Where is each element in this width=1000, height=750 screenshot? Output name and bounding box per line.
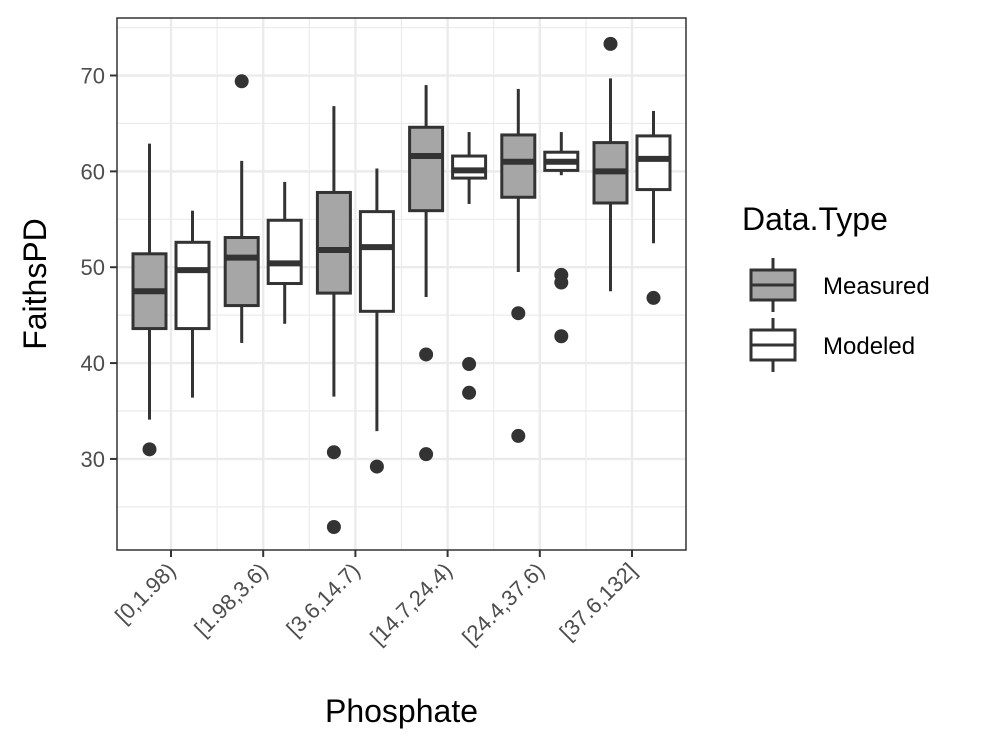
legend-item-measured: Measured (749, 258, 930, 312)
box-iqr (223, 236, 260, 308)
outlier-point (603, 36, 618, 51)
y-tick-label: 30 (81, 447, 105, 472)
x-tick-label: [14.7,24.4) (365, 558, 457, 650)
x-tick-label: [24.4,37.6) (457, 558, 549, 650)
box-series (131, 36, 672, 534)
box-measured-1 (223, 74, 260, 343)
y-tick-label: 50 (81, 255, 105, 280)
box-iqr (408, 125, 445, 213)
box-measured-3 (408, 85, 445, 462)
outlier-point (419, 447, 434, 462)
box-iqr (174, 240, 211, 331)
grid-lines (117, 18, 686, 550)
plot-panel-border (116, 17, 687, 551)
box-modeled-0 (174, 210, 211, 398)
box-measured-0 (131, 143, 168, 457)
x-tick-label: [1.98,3.6) (189, 558, 272, 641)
x-tick-label: [3.6,14.7) (282, 558, 365, 641)
outlier-point (369, 459, 384, 474)
x-axis-title: Phosphate (325, 693, 478, 729)
outlier-point (234, 74, 249, 89)
outlier-point (511, 428, 526, 443)
y-tick-label: 40 (81, 351, 105, 376)
x-tick-label: [0,1.98) (110, 558, 180, 628)
outlier-point (142, 442, 157, 457)
box-modeled-4 (543, 132, 580, 344)
legend-item-modeled: Modeled (749, 318, 915, 372)
legend-title: Data.Type (742, 201, 888, 237)
box-modeled-3 (451, 132, 488, 400)
box-iqr (315, 190, 352, 295)
box-iqr (266, 218, 303, 286)
box-iqr (358, 210, 395, 313)
outlier-point (554, 275, 569, 290)
outlier-point (462, 385, 477, 400)
box-modeled-5 (635, 110, 672, 305)
box-modeled-2 (358, 168, 395, 474)
outlier-point (326, 519, 341, 534)
box-measured-4 (500, 88, 537, 443)
box-measured-5 (592, 36, 629, 292)
outlier-point (554, 329, 569, 344)
box-modeled-1 (266, 181, 303, 324)
y-tick-label: 60 (81, 159, 105, 184)
legend: Data.Type Measured Modeled (742, 201, 930, 372)
box-iqr (635, 134, 672, 192)
outlier-point (511, 306, 526, 321)
legend-label: Measured (823, 273, 930, 300)
outlier-point (326, 445, 341, 460)
x-tick-label: [37.6,132] (555, 558, 642, 645)
y-axis-title: FaithsPD (17, 218, 53, 350)
y-tick-label: 70 (81, 64, 105, 89)
outlier-point (419, 347, 434, 362)
box-iqr (500, 133, 537, 199)
box-measured-2 (315, 106, 352, 534)
outlier-point (646, 290, 661, 305)
box-iqr (451, 154, 488, 180)
outlier-point (462, 357, 477, 372)
legend-label: Modeled (823, 333, 915, 360)
